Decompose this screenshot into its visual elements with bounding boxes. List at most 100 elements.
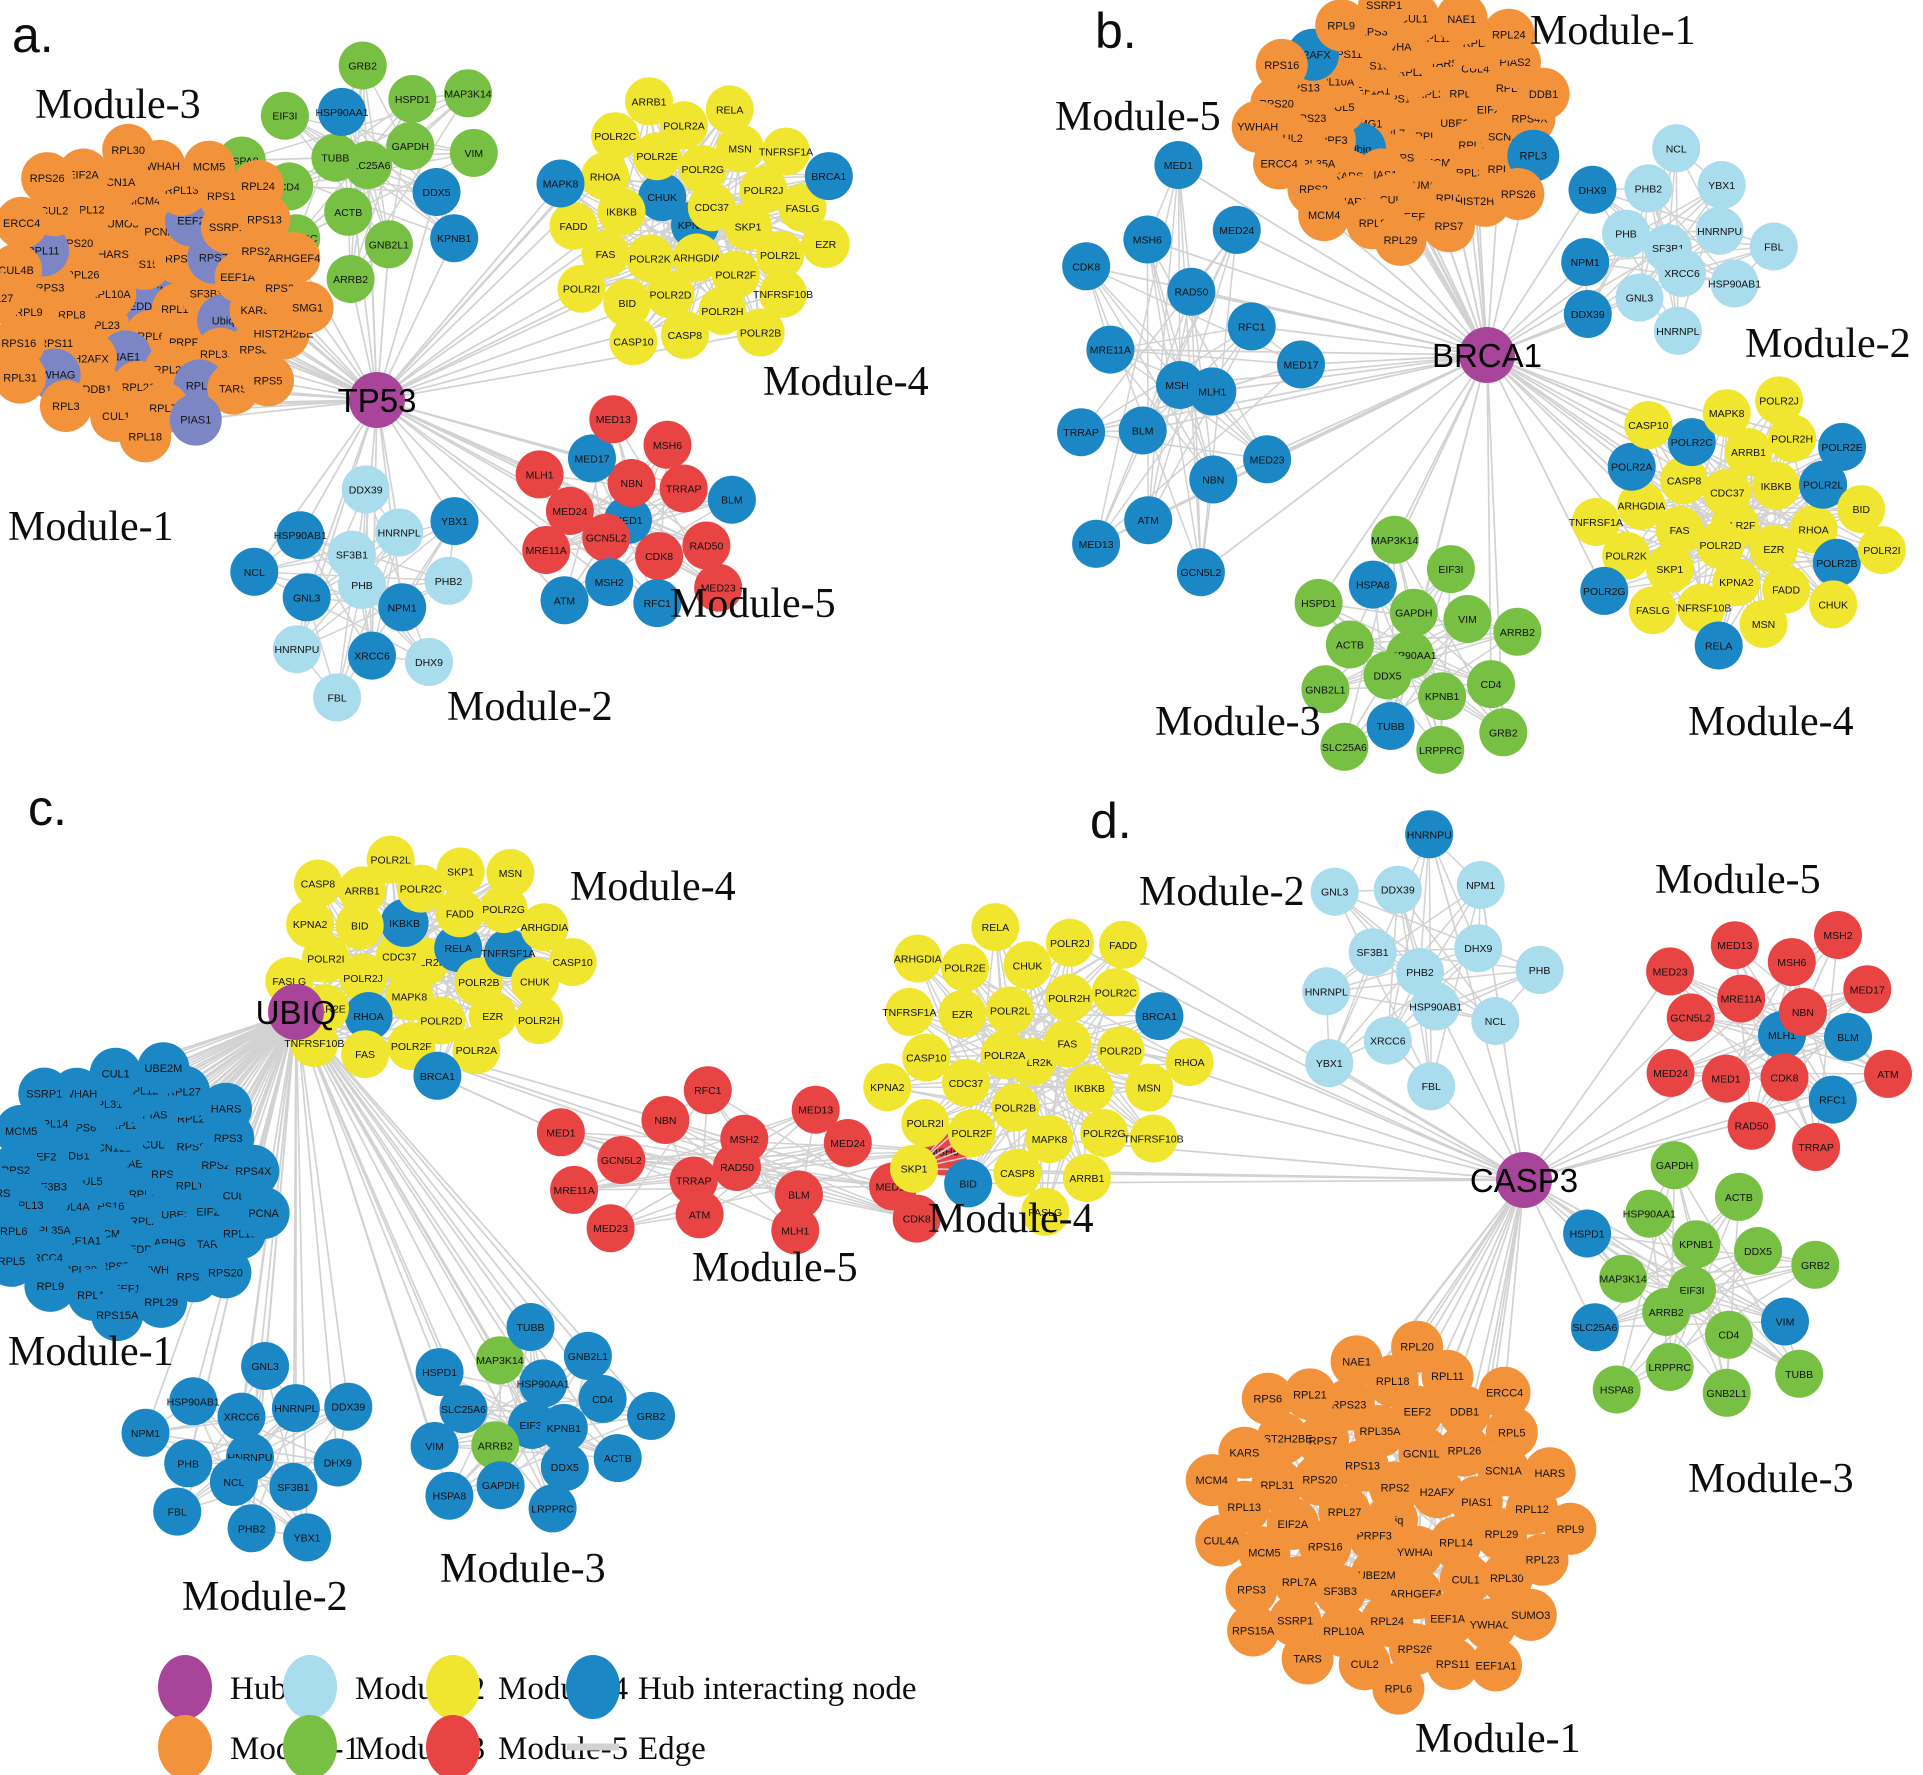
network-node[interactable]: ATM (1124, 496, 1173, 545)
network-node[interactable]: ARRB1 (625, 77, 673, 126)
network-node[interactable]: MED23 (1646, 947, 1695, 996)
network-node[interactable]: CASP10 (1624, 401, 1673, 450)
network-node[interactable]: MAP3K14 (1599, 1254, 1648, 1303)
network-node[interactable]: POLR2A (980, 1030, 1029, 1079)
network-node[interactable]: RFC1 (1808, 1075, 1857, 1124)
network-node[interactable]: MED1 (536, 1108, 585, 1157)
network-node[interactable]: BRCA1 (413, 1051, 462, 1100)
network-node[interactable]: FADD (1099, 920, 1148, 969)
network-node[interactable]: NPM1 (378, 583, 427, 632)
network-node[interactable]: PHB2 (227, 1504, 276, 1553)
network-node[interactable]: POLR2G (1580, 566, 1629, 615)
network-node[interactable]: RPL20 (1391, 1320, 1444, 1373)
network-node[interactable]: DDX5 (412, 168, 461, 216)
network-node[interactable]: HSPD1 (1563, 1209, 1612, 1258)
network-node[interactable]: MCM5 (183, 140, 236, 193)
network-node[interactable]: MCM4 (1298, 189, 1351, 242)
network-node[interactable]: GAPDH (386, 122, 435, 171)
network-node[interactable]: CD4 (578, 1374, 627, 1423)
network-node[interactable]: ATM (675, 1190, 724, 1239)
network-node[interactable]: NCL (209, 1457, 258, 1506)
network-node[interactable]: SUMO3 (1504, 1588, 1557, 1641)
network-node[interactable]: ERCC4 (1478, 1366, 1531, 1419)
network-node[interactable]: FAS (341, 1030, 390, 1079)
network-node[interactable]: POLR2I (1857, 526, 1906, 575)
network-node[interactable]: MAPK8 (1702, 389, 1751, 438)
network-node[interactable]: POLR2E (1818, 422, 1867, 471)
network-node[interactable]: BRCA1 (804, 152, 853, 201)
network-node[interactable]: CD4 (1467, 660, 1515, 709)
network-node[interactable]: LRPPRC (528, 1484, 577, 1533)
network-node[interactable]: FAS (1043, 1019, 1092, 1068)
network-node[interactable]: POLR2E (941, 943, 989, 992)
network-node[interactable]: SKP1 (890, 1144, 938, 1193)
network-node[interactable]: ACTB (593, 1434, 642, 1483)
network-node[interactable]: VIM (449, 128, 498, 177)
network-node[interactable]: DDX39 (324, 1382, 373, 1431)
network-node[interactable]: RPL24 (232, 159, 285, 212)
network-node[interactable]: NPM1 (1456, 861, 1505, 909)
network-node[interactable]: RPS6 (1241, 1372, 1294, 1425)
network-node[interactable]: BLM (1118, 406, 1167, 455)
network-node[interactable]: RELA (971, 903, 1020, 952)
network-node[interactable]: PIAS1 (169, 393, 222, 446)
network-node[interactable]: CUL4A (1195, 1514, 1248, 1567)
network-node[interactable]: HSPD1 (388, 75, 437, 123)
network-node[interactable]: MAP3K14 (1370, 515, 1419, 564)
network-node[interactable]: GAPDH (1389, 588, 1438, 637)
network-node[interactable]: MSH2 (585, 558, 634, 607)
network-node[interactable]: MSN (1739, 599, 1788, 648)
network-node[interactable]: TRRAP (1057, 408, 1106, 457)
network-node[interactable]: DHX9 (313, 1438, 362, 1487)
network-node[interactable]: SMG1 (281, 281, 334, 334)
network-node[interactable]: BLM (707, 475, 756, 524)
network-node[interactable]: POLR2L (366, 835, 415, 884)
network-node[interactable]: VIM (1443, 595, 1492, 643)
network-node[interactable]: EIF3I (1426, 545, 1475, 594)
network-node[interactable]: NBN (1189, 455, 1238, 504)
network-node[interactable]: ARRB2 (326, 255, 375, 303)
network-node[interactable]: RPL6 (1372, 1662, 1425, 1715)
network-node[interactable]: SF3B1 (327, 530, 376, 579)
network-node[interactable]: DHX9 (1454, 924, 1503, 973)
network-node[interactable]: LRPPRC (1416, 725, 1465, 774)
network-node[interactable]: POLR2B (736, 308, 785, 357)
network-node[interactable]: IKBKB (1065, 1064, 1114, 1113)
network-node[interactable]: PCNA (237, 1187, 290, 1239)
network-node[interactable]: PHB2 (1624, 164, 1673, 213)
network-node[interactable]: POLR2C (1091, 968, 1140, 1017)
network-node[interactable]: CASP10 (902, 1033, 951, 1082)
network-node[interactable]: FBL (153, 1487, 202, 1536)
network-node[interactable]: RPS15A (1227, 1604, 1280, 1657)
network-node[interactable]: KPNA2 (863, 1063, 912, 1112)
network-node[interactable]: CASP8 (993, 1148, 1042, 1197)
network-node[interactable]: POLR2A (1607, 442, 1656, 491)
network-node[interactable]: SF3B1 (269, 1462, 318, 1511)
network-node[interactable]: SKP1 (1645, 544, 1694, 593)
network-node[interactable]: MLH1 (515, 450, 564, 499)
network-node[interactable]: HARS (1523, 1447, 1576, 1500)
network-node[interactable]: GRB2 (1479, 708, 1528, 757)
network-node[interactable]: HSP90AA1 (1623, 1189, 1676, 1238)
network-node[interactable]: NCL (230, 547, 279, 596)
network-node[interactable]: MLH1 (1188, 367, 1237, 416)
network-node[interactable]: HSP90AB1 (274, 511, 327, 560)
network-node[interactable]: MRE11A (522, 526, 571, 574)
network-node[interactable]: KPNB1 (430, 214, 479, 263)
network-node[interactable]: POLR2F (947, 1109, 996, 1158)
network-node[interactable]: MSH2 (1814, 911, 1862, 959)
network-node[interactable]: ACTB (1325, 620, 1374, 669)
network-node[interactable]: BID (1837, 485, 1886, 534)
network-node[interactable]: HNRNPL (375, 508, 424, 557)
network-node[interactable]: PHB2 (424, 556, 473, 605)
network-node[interactable]: MAP3K14 (444, 69, 492, 118)
network-node[interactable]: TARS (1281, 1632, 1334, 1685)
network-node[interactable]: SSRP1 (18, 1067, 71, 1120)
network-node[interactable]: RPS5 (242, 354, 294, 407)
network-node[interactable]: DHX9 (405, 637, 453, 686)
network-node[interactable]: PHB (1515, 945, 1564, 994)
network-node[interactable]: EIF3I (260, 91, 309, 140)
network-node[interactable]: RPS26 (1492, 168, 1545, 220)
network-node[interactable]: TUBB (311, 133, 360, 182)
network-node[interactable]: YBX1 (1697, 161, 1746, 209)
